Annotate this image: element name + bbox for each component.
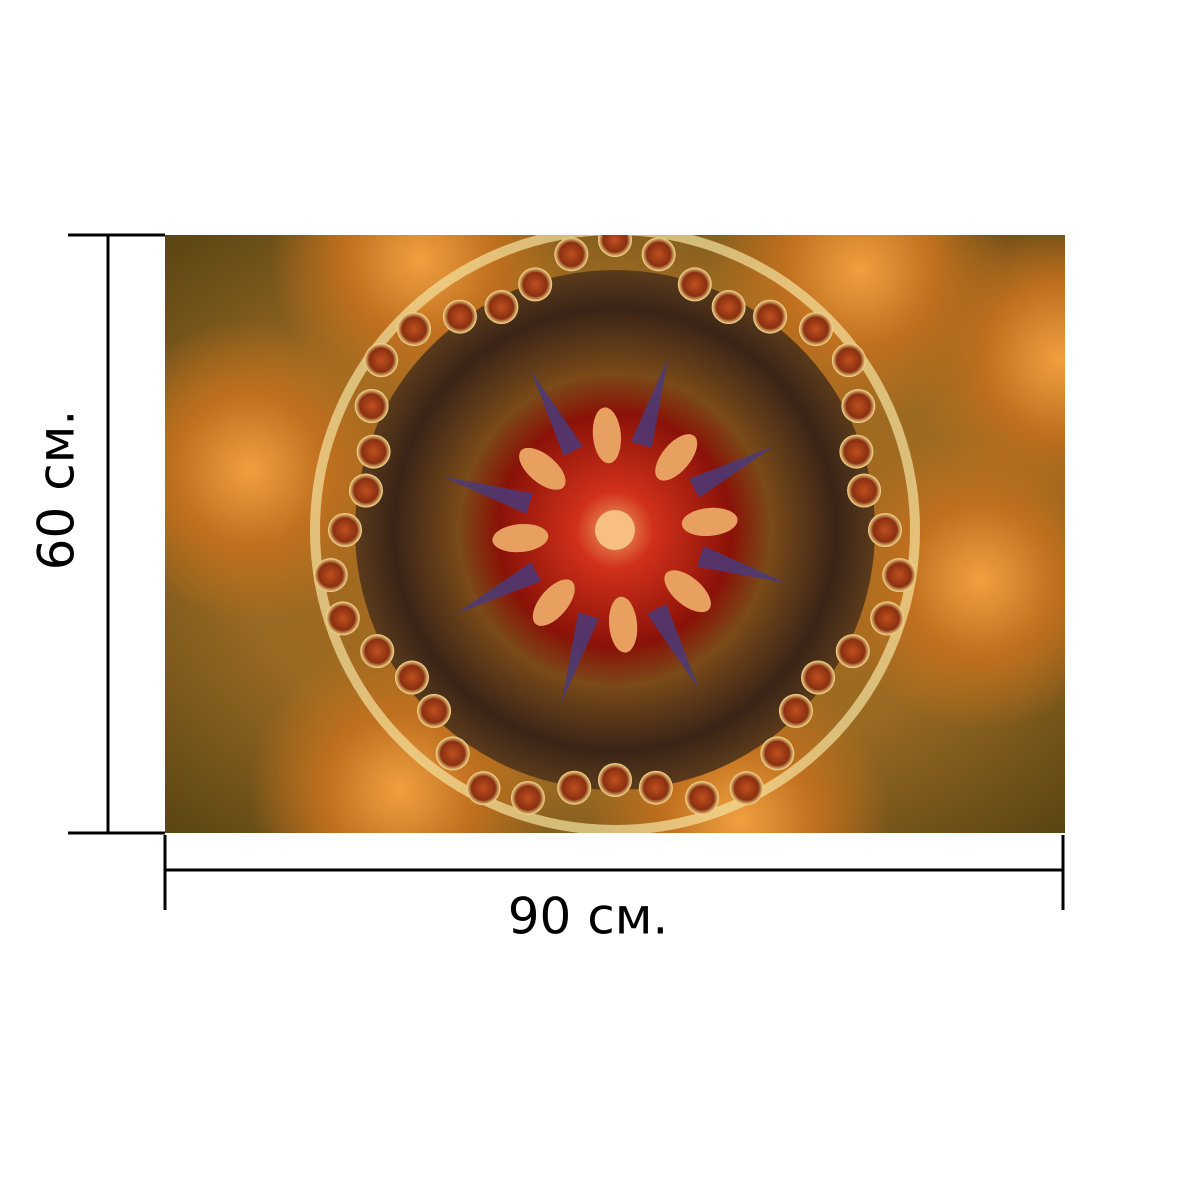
bead	[801, 660, 836, 695]
petal	[664, 570, 711, 613]
bead	[518, 267, 553, 302]
bead	[882, 558, 917, 593]
bead	[847, 473, 882, 508]
petal-spike	[631, 358, 669, 448]
bead	[835, 634, 870, 669]
dimension-lines	[68, 233, 1065, 910]
bead	[598, 235, 632, 257]
petal-spike	[689, 446, 775, 498]
bead	[554, 237, 589, 272]
bead	[753, 299, 788, 334]
bright-web	[310, 235, 920, 833]
bead	[466, 771, 501, 806]
bead	[729, 771, 764, 806]
petal	[655, 434, 698, 481]
bead	[364, 343, 399, 378]
petal-spike	[443, 476, 533, 514]
bead	[510, 780, 545, 815]
petal-spike	[697, 546, 787, 584]
bead	[831, 343, 866, 378]
width-label: 90 см.	[508, 888, 669, 946]
bead	[557, 770, 592, 805]
satellite-flower	[910, 235, 1065, 510]
bead	[356, 434, 391, 469]
bead	[435, 736, 470, 771]
bead	[442, 299, 477, 334]
bead	[354, 389, 389, 424]
center-glow	[595, 510, 635, 550]
bead	[760, 736, 795, 771]
petal-spike	[455, 562, 541, 614]
petal-spike	[531, 370, 583, 456]
fractal-image	[165, 235, 1065, 833]
bead	[638, 770, 673, 805]
petal-spike	[647, 604, 699, 690]
petal	[608, 596, 638, 653]
petal	[492, 523, 549, 553]
bead	[417, 693, 452, 728]
bead	[711, 290, 746, 325]
bead	[394, 660, 429, 695]
bead	[868, 513, 902, 547]
petal	[519, 447, 566, 490]
bead	[798, 312, 833, 347]
bead	[778, 693, 813, 728]
petal-spike	[561, 612, 599, 702]
bead	[325, 601, 360, 636]
bead	[677, 267, 712, 302]
bead	[685, 780, 720, 815]
bead	[841, 389, 876, 424]
bead	[870, 601, 905, 636]
bead	[598, 763, 632, 797]
petal	[592, 407, 622, 464]
bead	[397, 312, 432, 347]
bead	[360, 634, 395, 669]
bead	[328, 513, 362, 547]
bead	[641, 237, 676, 272]
petal	[681, 507, 738, 537]
petal	[532, 579, 575, 626]
bead	[348, 473, 383, 508]
bead	[839, 434, 874, 469]
height-label: 60 см.	[28, 410, 86, 571]
bead	[313, 558, 348, 593]
bead	[484, 290, 519, 325]
